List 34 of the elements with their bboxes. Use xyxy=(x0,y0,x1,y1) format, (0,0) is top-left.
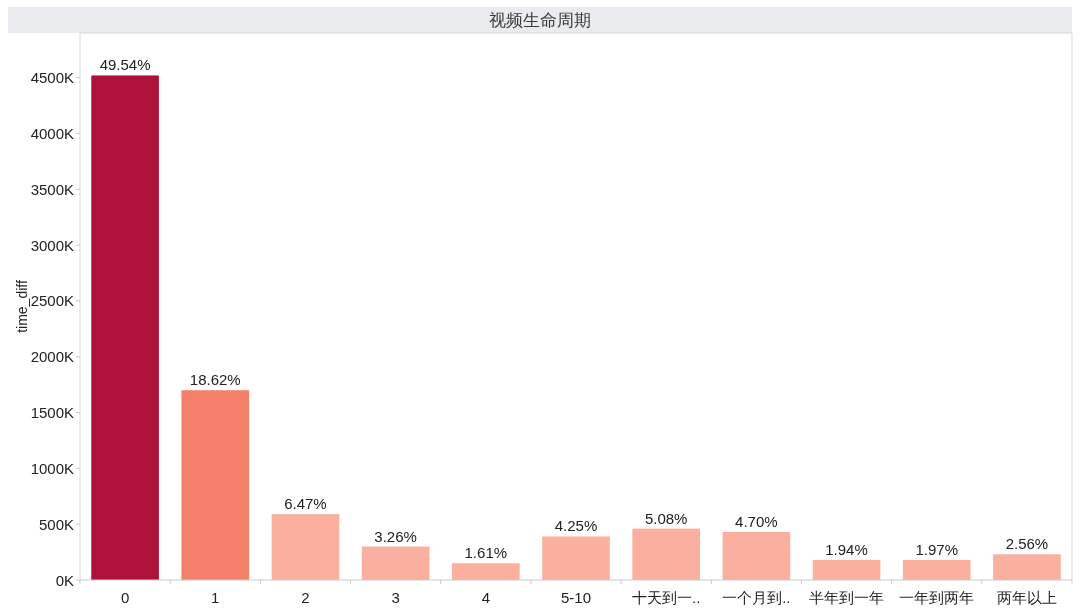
y-tick-label: 3500K xyxy=(30,180,74,198)
ylabel: time_diff xyxy=(14,280,30,333)
x-tick-label: 1 xyxy=(211,588,220,606)
annotation: 4.70% xyxy=(735,513,778,530)
x-tick-label: 半年到一年 xyxy=(809,588,885,606)
y-tick-label: 2500K xyxy=(30,292,74,310)
y-tick-label: 1500K xyxy=(30,404,74,422)
annotation: 1.97% xyxy=(915,540,958,558)
x-tick-label: 两年以上 xyxy=(996,588,1057,606)
title: 视频生命周期 xyxy=(489,11,591,30)
annotation: 18.62% xyxy=(189,371,241,389)
x-tick-label: 0 xyxy=(120,588,130,606)
y-tick-label: 1000K xyxy=(30,459,74,477)
y-tick-label: 4000K xyxy=(30,124,74,142)
x-tick-label: 一年到两年 xyxy=(899,588,975,606)
x-tick-label: 3 xyxy=(391,588,400,606)
y-tick-label: 2000K xyxy=(30,348,74,366)
x-tick-label: 十天到一.. xyxy=(632,588,701,606)
y-tick-label: 4500K xyxy=(30,69,74,87)
y-tick-label: 3000K xyxy=(30,236,74,254)
annotation: 1.61% xyxy=(464,544,508,562)
x-tick-label: 4 xyxy=(481,588,490,606)
annotation: 3.26% xyxy=(374,527,417,545)
annotation: 49.54% xyxy=(99,56,151,74)
x-tick-label: 一个月到.. xyxy=(722,588,791,606)
annotation: 4.25% xyxy=(554,517,598,535)
y-tick-label: 0K xyxy=(55,571,74,589)
x-tick-label: 5-10 xyxy=(560,588,592,606)
x-tick-label: 2 xyxy=(301,588,310,606)
annotation: 5.08% xyxy=(644,509,688,527)
annotation: 6.47% xyxy=(284,495,327,513)
annotation: 1.94% xyxy=(825,540,868,558)
annotation: 2.56% xyxy=(1005,535,1049,553)
y-tick-label: 500K xyxy=(38,515,74,533)
